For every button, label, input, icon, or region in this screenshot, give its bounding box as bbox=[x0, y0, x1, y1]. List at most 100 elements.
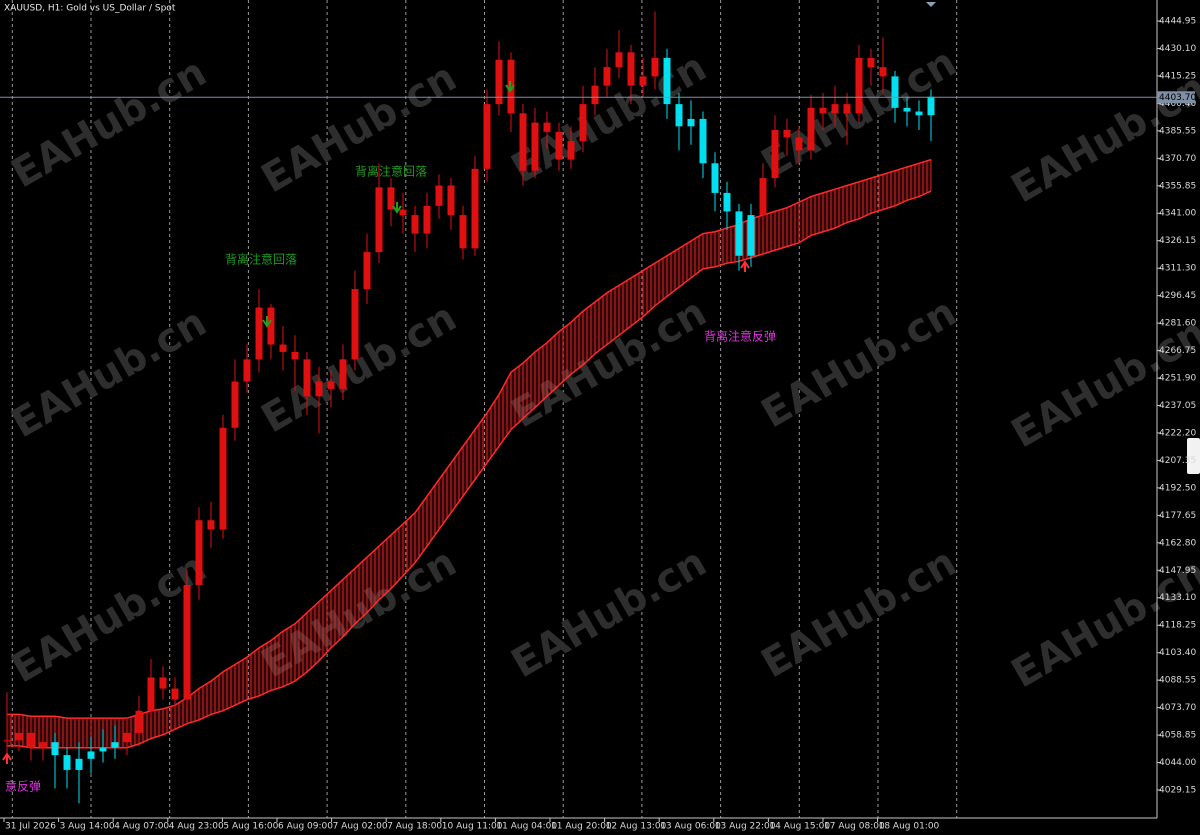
x-tick-label: 7 Aug 18:00 bbox=[387, 822, 442, 832]
y-tick-label: 4281.60 bbox=[1159, 319, 1196, 329]
candle-body bbox=[819, 107, 827, 114]
candle-body bbox=[495, 59, 503, 105]
x-tick-label: 6 Aug 09:00 bbox=[278, 822, 333, 832]
current-price-label: 4403.70 bbox=[1159, 93, 1196, 103]
x-tick-label: 7 Aug 02:00 bbox=[333, 822, 388, 832]
candle-body bbox=[435, 185, 443, 206]
candle-body bbox=[183, 584, 191, 700]
candle-body bbox=[831, 104, 839, 114]
y-tick-label: 4207.35 bbox=[1159, 456, 1196, 466]
x-tick-label: 18 Aug 01:00 bbox=[879, 822, 940, 832]
candle-body bbox=[279, 344, 287, 352]
y-tick-label: 4326.15 bbox=[1159, 236, 1196, 246]
y-tick-label: 4311.30 bbox=[1159, 264, 1196, 274]
candle-body bbox=[735, 211, 743, 256]
candle-body bbox=[411, 215, 419, 234]
y-tick-label: 4266.75 bbox=[1159, 346, 1196, 356]
candle-body bbox=[711, 163, 719, 193]
band-lower bbox=[7, 190, 932, 749]
candle-body bbox=[459, 215, 467, 249]
candle-body bbox=[543, 122, 551, 132]
band-upper bbox=[7, 158, 932, 719]
signal-arrow bbox=[740, 260, 750, 272]
x-tick-label: 14 Aug 15:00 bbox=[769, 822, 830, 832]
candle-body bbox=[3, 740, 11, 742]
candle-body bbox=[219, 427, 227, 530]
candle-body bbox=[807, 107, 815, 151]
candle-body bbox=[87, 751, 95, 759]
signal-arrow bbox=[262, 316, 272, 328]
candle-body bbox=[423, 205, 431, 234]
candle-body bbox=[555, 131, 563, 160]
candle-body bbox=[339, 359, 347, 389]
current-price-box bbox=[1157, 91, 1195, 104]
candle-body bbox=[291, 351, 299, 360]
grid bbox=[11, 0, 958, 818]
y-tick-label: 4444.95 bbox=[1159, 16, 1196, 26]
y-tick-label: 4415.25 bbox=[1159, 71, 1196, 81]
band-fill bbox=[7, 159, 931, 748]
candle-body bbox=[603, 67, 611, 86]
candle-body bbox=[699, 118, 707, 164]
x-tick-label: 13 Aug 22:00 bbox=[715, 822, 776, 832]
candle-body bbox=[615, 52, 623, 68]
x-tick-label: 3 Aug 14:00 bbox=[60, 822, 115, 832]
y-tick-label: 4177.65 bbox=[1159, 511, 1196, 521]
candle-body bbox=[39, 742, 47, 748]
x-tick-label: 5 Aug 16:00 bbox=[223, 822, 278, 832]
y-tick-label: 4044.00 bbox=[1159, 758, 1196, 768]
candle-body bbox=[99, 747, 107, 752]
candle-body bbox=[255, 307, 263, 360]
candle-body bbox=[843, 104, 851, 114]
candle-body bbox=[903, 107, 911, 112]
candle-body bbox=[135, 710, 143, 733]
candle-body bbox=[519, 113, 527, 171]
candle-body bbox=[51, 742, 59, 756]
candle-body bbox=[867, 57, 875, 68]
x-tick-label: 13 Aug 06:00 bbox=[660, 822, 721, 832]
y-tick-label: 4118.25 bbox=[1159, 621, 1196, 631]
y-tick-label: 4355.85 bbox=[1159, 181, 1196, 191]
x-tick-label: 11 Aug 20:00 bbox=[551, 822, 612, 832]
candle-body bbox=[399, 209, 407, 216]
axes: 4444.95 4430.10 4415.25 4400.40 4385.55 4370.… bbox=[0, 16, 1196, 832]
x-tick-label: 31 Jul 2026 bbox=[5, 822, 56, 832]
candle-body bbox=[243, 359, 251, 382]
candle-body bbox=[147, 677, 155, 711]
candle-body bbox=[531, 122, 539, 171]
candle-body bbox=[195, 520, 203, 585]
x-tick-label: 12 Aug 13:00 bbox=[606, 822, 667, 832]
candles bbox=[3, 11, 935, 804]
annotation: 背离注意反弹 bbox=[704, 329, 776, 344]
candle-body bbox=[375, 187, 383, 253]
candle-body bbox=[231, 381, 239, 428]
x-tick-label: 4 Aug 07:00 bbox=[114, 822, 169, 832]
candle-body bbox=[75, 758, 83, 770]
candle-body bbox=[171, 688, 179, 700]
candle-body bbox=[567, 141, 575, 160]
annotation: 意反弹 bbox=[5, 779, 41, 794]
x-tick-label: 17 Aug 08:00 bbox=[824, 822, 885, 832]
candle-body bbox=[471, 168, 479, 249]
candle-body bbox=[759, 178, 767, 216]
candle-body bbox=[447, 185, 455, 216]
candle-body bbox=[159, 677, 167, 689]
side-widget[interactable] bbox=[1187, 438, 1200, 474]
y-tick-label: 4222.20 bbox=[1159, 428, 1196, 438]
candle-body bbox=[387, 187, 395, 210]
signal-arrow bbox=[505, 81, 515, 93]
y-tick-label: 4162.80 bbox=[1159, 538, 1196, 548]
candle-body bbox=[15, 732, 23, 741]
candle-body bbox=[663, 57, 671, 105]
candle-body bbox=[639, 76, 647, 86]
candle-body bbox=[927, 96, 935, 116]
candle-body bbox=[747, 215, 755, 256]
candle-body bbox=[363, 252, 371, 290]
y-tick-label: 4385.55 bbox=[1159, 126, 1196, 136]
y-tick-label: 4430.10 bbox=[1159, 44, 1196, 54]
y-tick-label: 4073.70 bbox=[1159, 703, 1196, 713]
y-tick-label: 4370.70 bbox=[1159, 154, 1196, 164]
annotation: 背离注意回落 bbox=[225, 252, 297, 267]
candle-body bbox=[267, 307, 275, 345]
